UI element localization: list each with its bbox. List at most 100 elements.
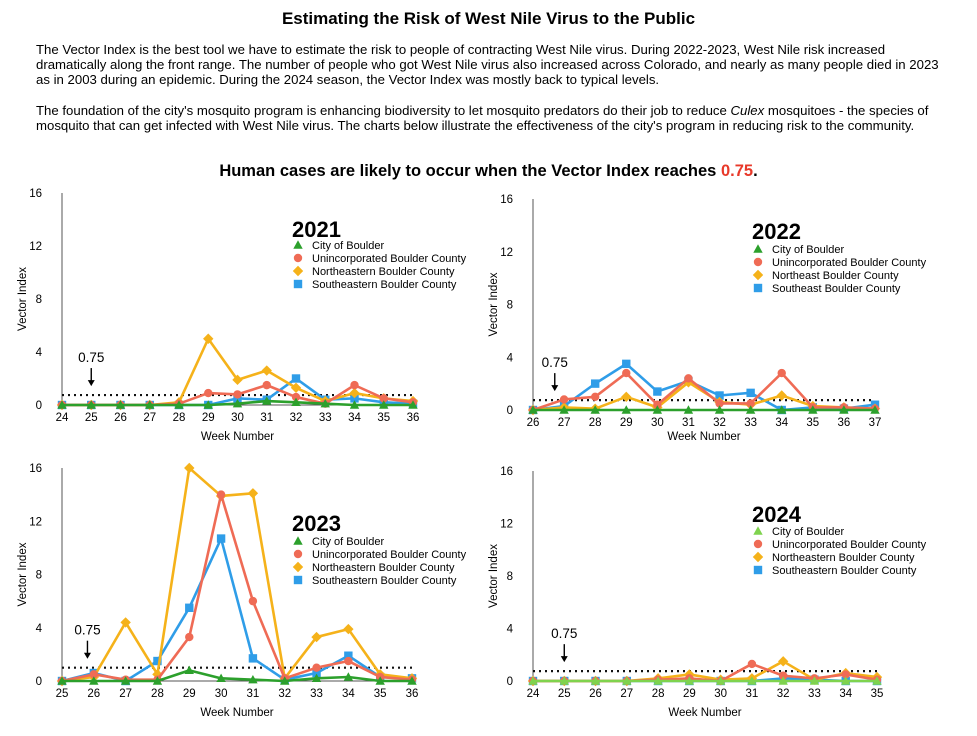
data-point bbox=[559, 405, 569, 414]
data-point bbox=[120, 676, 131, 685]
legend-marker bbox=[752, 269, 764, 281]
x-tick-label: 28 bbox=[589, 417, 602, 429]
x-tick-label: 33 bbox=[744, 417, 757, 429]
threshold-arrow-head bbox=[560, 656, 568, 663]
y-tick-label: 0 bbox=[36, 400, 42, 412]
data-point bbox=[311, 673, 322, 683]
legend-label: Unincorporated Boulder County bbox=[772, 539, 927, 551]
y-tick-label: 16 bbox=[29, 188, 42, 200]
data-point bbox=[312, 663, 321, 672]
x-tick-label: 32 bbox=[713, 417, 726, 429]
data-point bbox=[233, 390, 242, 399]
data-point bbox=[320, 398, 330, 408]
legend-label: Southeastern Boulder County bbox=[312, 575, 457, 587]
x-tick-label: 28 bbox=[173, 412, 186, 424]
data-point bbox=[86, 400, 96, 409]
y-tick-label: 16 bbox=[500, 194, 513, 206]
x-tick-label: 36 bbox=[407, 412, 420, 424]
data-point bbox=[115, 400, 126, 409]
data-point bbox=[203, 333, 214, 344]
x-tick-label: 35 bbox=[377, 412, 390, 424]
x-tick-label: 30 bbox=[714, 688, 727, 700]
data-point bbox=[344, 651, 353, 660]
x-tick-label: 28 bbox=[151, 688, 164, 700]
legend-marker bbox=[753, 565, 763, 575]
x-tick-label: 30 bbox=[651, 417, 664, 429]
data-point bbox=[204, 388, 213, 398]
data-point bbox=[776, 390, 787, 401]
legend-label: City of Boulder bbox=[772, 526, 844, 538]
data-point bbox=[747, 676, 757, 685]
x-tick-label: 34 bbox=[839, 688, 852, 700]
data-point bbox=[559, 395, 569, 404]
intro-paragraph: The Vector Index is the best tool we hav… bbox=[36, 42, 939, 87]
legend-label: City of Boulder bbox=[312, 536, 384, 548]
data-point bbox=[120, 617, 131, 628]
legend-label: Unincorporated Boulder County bbox=[312, 549, 467, 561]
threshold-label: 0.75 bbox=[74, 623, 100, 638]
data-point bbox=[57, 400, 67, 409]
x-tick-label: 35 bbox=[806, 417, 819, 429]
data-point bbox=[232, 398, 243, 408]
chart-title: 2023 bbox=[292, 511, 341, 536]
data-point bbox=[745, 405, 756, 414]
y-tick-label: 4 bbox=[507, 624, 514, 636]
x-tick-label: 29 bbox=[683, 688, 696, 700]
legend-marker bbox=[293, 279, 303, 289]
data-point bbox=[232, 374, 243, 386]
x-tick-label: 34 bbox=[348, 412, 361, 424]
x-axis-title: Week Number bbox=[667, 431, 740, 443]
legend-label: Southeast Boulder County bbox=[772, 283, 901, 295]
data-point bbox=[590, 392, 600, 402]
threshold-label: 0.75 bbox=[78, 350, 104, 365]
x-tick-label: 34 bbox=[342, 688, 355, 700]
x-tick-label: 36 bbox=[406, 688, 419, 700]
data-point bbox=[185, 603, 194, 612]
series-line bbox=[61, 493, 413, 683]
legend-label: Northeast Boulder County bbox=[772, 270, 899, 282]
data-point bbox=[839, 405, 849, 414]
y-tick-label: 0 bbox=[507, 676, 513, 688]
data-point bbox=[653, 387, 662, 396]
x-axis-title: Week Number bbox=[668, 707, 741, 719]
data-point bbox=[870, 405, 880, 414]
legend-marker bbox=[752, 551, 764, 563]
legend-label: Unincorporated Boulder County bbox=[312, 253, 467, 265]
data-point bbox=[747, 659, 757, 669]
data-point bbox=[559, 676, 569, 685]
data-point bbox=[375, 676, 385, 685]
data-point bbox=[349, 400, 360, 409]
x-tick-label: 33 bbox=[808, 688, 821, 700]
x-tick-label: 37 bbox=[869, 417, 882, 429]
headline-period: . bbox=[753, 162, 758, 180]
data-point bbox=[622, 676, 632, 685]
legend-marker bbox=[753, 539, 763, 549]
legend-marker bbox=[293, 536, 303, 545]
y-tick-label: 12 bbox=[29, 241, 42, 253]
x-tick-label: 24 bbox=[527, 688, 540, 700]
legend-marker bbox=[753, 244, 763, 253]
y-tick-label: 8 bbox=[36, 294, 42, 306]
y-tick-label: 16 bbox=[29, 463, 42, 475]
x-tick-label: 32 bbox=[278, 688, 291, 700]
data-point bbox=[153, 656, 162, 666]
data-point bbox=[350, 380, 359, 390]
threshold-arrow-head bbox=[87, 380, 95, 387]
data-point bbox=[89, 670, 99, 679]
x-tick-label: 26 bbox=[114, 412, 127, 424]
data-point bbox=[312, 668, 321, 678]
data-point bbox=[248, 654, 258, 663]
x-tick-label: 29 bbox=[620, 417, 633, 429]
data-point bbox=[777, 656, 789, 667]
data-point bbox=[262, 380, 271, 390]
data-point bbox=[715, 391, 724, 400]
data-point bbox=[808, 405, 818, 414]
y-tick-label: 8 bbox=[507, 571, 513, 583]
legend-label: City of Boulder bbox=[772, 244, 844, 256]
y-tick-label: 8 bbox=[36, 570, 42, 582]
program-text-part: mosquitoes - the species of mosquito tha… bbox=[36, 103, 929, 133]
x-tick-label: 26 bbox=[527, 417, 540, 429]
